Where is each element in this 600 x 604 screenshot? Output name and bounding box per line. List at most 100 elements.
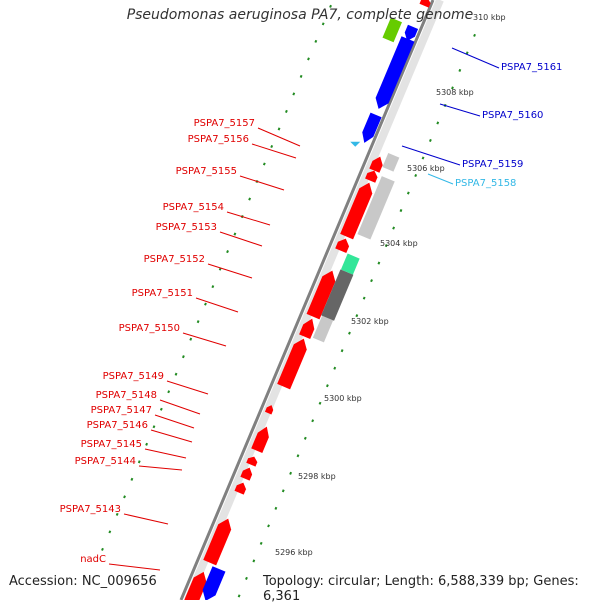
- kbp-label-5304: 5304 kbp: [380, 239, 418, 248]
- leader-line: [239, 175, 285, 191]
- gene-pspa7-5160: [375, 36, 415, 109]
- gene-pspa7-5143: [203, 518, 232, 566]
- gene-nadc-forward: [184, 571, 207, 600]
- gene-pspa7-5146: [246, 456, 258, 467]
- leader-line: [144, 448, 187, 459]
- kbp-label-5300: 5300 kbp: [324, 394, 362, 403]
- leader-line: [401, 145, 461, 166]
- track-dot: [267, 524, 270, 528]
- track-dot: [248, 197, 252, 201]
- label-pspa7-5161: PSPA7_5161: [501, 62, 562, 73]
- gene-pspa7-5147: [251, 426, 269, 453]
- kbp-label-5296: 5296 kbp: [275, 548, 313, 557]
- track-dot: [167, 390, 171, 394]
- leader-line: [451, 47, 500, 69]
- gene-pspa7-5149: [264, 405, 274, 415]
- gene-pspa7-5152-grey: [312, 315, 334, 343]
- gene-pspa7-5157: [382, 152, 400, 172]
- kbp-label-5298: 5298 kbp: [298, 472, 336, 481]
- kbp-label-5306: 5306 kbp: [407, 164, 445, 173]
- gene-pspa7-5159: [362, 112, 382, 143]
- track-dot: [277, 127, 281, 131]
- gene-pspa7-5153b: [335, 238, 350, 253]
- track-dot: [270, 144, 274, 149]
- label-pspa7-5145: PSPA7_5145: [81, 439, 142, 450]
- track-dot: [428, 138, 432, 143]
- label-pspa7-5157: PSPA7_5157: [194, 118, 255, 129]
- gene-pspa7-5156b: [369, 156, 383, 173]
- leader-line: [226, 211, 271, 226]
- gene-top-fragment: [419, 0, 431, 8]
- track-dot: [325, 384, 329, 388]
- track-dot: [377, 261, 381, 265]
- genome-title: Pseudomonas aeruginosa PA7, complete gen…: [126, 7, 474, 23]
- track-dot: [299, 74, 303, 78]
- gene-labels-right: PSPA7_5161 PSPA7_5160 PSPA7_5159 PSPA7_5…: [455, 62, 562, 189]
- track-dot: [370, 279, 373, 283]
- label-pspa7-5148: PSPA7_5148: [96, 390, 157, 401]
- track-dot: [226, 250, 229, 254]
- track-dot: [421, 156, 425, 160]
- leader-line: [439, 103, 481, 117]
- track-dot: [245, 576, 248, 580]
- track-dot: [303, 436, 307, 440]
- leader-line: [108, 563, 161, 571]
- kbp-label-5308: 5308 kbp: [436, 88, 474, 97]
- gene-pspa7-5145: [240, 467, 253, 481]
- track-dot: [329, 4, 332, 8]
- track-dot: [123, 495, 126, 499]
- track-dot: [321, 22, 325, 26]
- label-leader-lines: [108, 47, 500, 571]
- kbp-label-5302: 5302 kbp: [351, 317, 389, 326]
- track-dot: [340, 349, 344, 353]
- leader-line: [427, 173, 454, 185]
- label-pspa7-5156: PSPA7_5156: [188, 134, 249, 145]
- accession-text: Accession: NC_009656: [9, 574, 157, 589]
- label-pspa7-5151: PSPA7_5151: [132, 288, 193, 299]
- track-dot: [237, 594, 241, 598]
- track-dot: [355, 314, 359, 318]
- track-dot: [406, 191, 410, 195]
- track-dot: [289, 471, 293, 475]
- track-dot: [137, 460, 141, 464]
- gene-nadc: [202, 566, 226, 600]
- label-pspa7-5146: PSPA7_5146: [87, 420, 148, 431]
- gene-pspa7-5158: [350, 141, 361, 147]
- gene-pspa7-5151: [299, 318, 315, 339]
- track-dot: [181, 355, 185, 359]
- track-dot: [115, 512, 119, 516]
- gene-features: [184, 0, 431, 600]
- gene-pspa7-5150: [277, 338, 307, 390]
- gene-pspa7-5155: [357, 176, 395, 240]
- track-dot: [451, 86, 454, 90]
- gene-pspa7-5144: [234, 482, 247, 495]
- track-dot: [130, 477, 134, 481]
- track-dot: [465, 51, 469, 55]
- track-dot: [362, 296, 366, 300]
- label-pspa7-5150: PSPA7_5150: [119, 323, 180, 334]
- leader-line: [159, 399, 201, 415]
- leader-line: [138, 465, 183, 471]
- track-dot: [436, 121, 440, 125]
- label-pspa7-5159: PSPA7_5159: [462, 159, 523, 170]
- outer-tick-track: [101, 4, 332, 551]
- track-dot: [174, 372, 178, 376]
- gene-pspa7-5161-lime: [382, 17, 402, 43]
- track-dot: [307, 57, 310, 61]
- track-dot: [281, 489, 285, 493]
- track-dot: [204, 302, 207, 306]
- gene-pspa7-5161: [404, 24, 419, 41]
- leader-line: [154, 414, 195, 429]
- track-dot: [252, 559, 256, 563]
- track-dot: [414, 173, 418, 178]
- track-dot: [399, 209, 403, 213]
- gene-pspa7-5156: [365, 170, 378, 183]
- gene-pspa7-5154: [340, 182, 373, 240]
- kbp-labels: 5296 kbp 5298 kbp 5300 kbp 5302 kbp 5304…: [275, 13, 506, 557]
- track-dot: [458, 68, 462, 72]
- label-nadc: nadC: [80, 554, 106, 565]
- label-pspa7-5143: PSPA7_5143: [60, 504, 121, 515]
- label-pspa7-5154: PSPA7_5154: [163, 202, 224, 213]
- gene-pspa7-5151b: [306, 270, 336, 320]
